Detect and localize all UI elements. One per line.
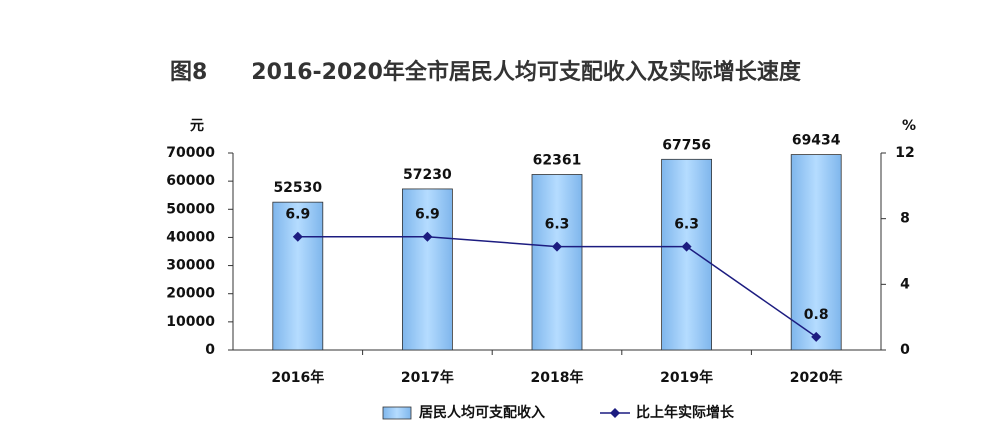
bar <box>401 188 453 351</box>
y-tick-label: 70000 <box>166 145 215 161</box>
y-tick-label: 20000 <box>166 286 215 302</box>
bar <box>272 201 324 351</box>
line-value-label: 6.3 <box>674 217 699 233</box>
line-marker <box>422 231 433 242</box>
line-marker <box>681 241 692 252</box>
y-tick-label: 40000 <box>166 229 215 245</box>
line-value-label: 6.9 <box>285 207 310 223</box>
line-value-label: 6.9 <box>415 207 440 223</box>
bar <box>661 158 712 351</box>
bar <box>790 154 842 351</box>
y2-tick-label: 0 <box>900 342 910 358</box>
y2-tick-label: 12 <box>895 145 914 161</box>
x-tick-label: 2020年 <box>790 369 843 386</box>
bar <box>531 174 583 351</box>
bar-value-label: 57230 <box>403 167 452 183</box>
legend-label: 比上年实际增长 <box>636 404 735 421</box>
bar-value-label: 69434 <box>792 133 841 149</box>
x-tick-label: 2019年 <box>660 369 713 386</box>
chart-title: 图8 2016-2020年全市居民人均可支配收入及实际增长速度 <box>170 59 802 85</box>
x-tick-label: 2018年 <box>531 369 584 386</box>
bar-value-label: 52530 <box>273 180 322 196</box>
bar-value-label: 62361 <box>533 152 582 168</box>
line-value-label: 6.3 <box>545 217 570 233</box>
line-marker <box>552 241 562 252</box>
y-tick-label: 50000 <box>166 201 215 217</box>
legend-swatch <box>382 406 412 420</box>
y-axis-label: 元 <box>190 118 204 134</box>
y2-tick-label: 8 <box>900 211 910 227</box>
y2-axis-label: % <box>902 118 916 134</box>
line-value-label: 0.8 <box>804 307 829 323</box>
bar-value-label: 67756 <box>662 137 711 153</box>
y-tick-label: 30000 <box>166 258 215 274</box>
y-tick-label: 60000 <box>166 173 215 189</box>
line-marker <box>292 231 303 242</box>
x-tick-label: 2016年 <box>271 369 324 386</box>
legend-label: 居民人均可支配收入 <box>419 404 545 421</box>
line-marker <box>811 331 822 342</box>
y-tick-label: 0 <box>205 342 215 358</box>
y2-tick-label: 4 <box>900 276 910 292</box>
y-tick-label: 10000 <box>166 314 215 330</box>
x-tick-label: 2017年 <box>401 369 454 386</box>
legend-marker <box>610 408 620 418</box>
